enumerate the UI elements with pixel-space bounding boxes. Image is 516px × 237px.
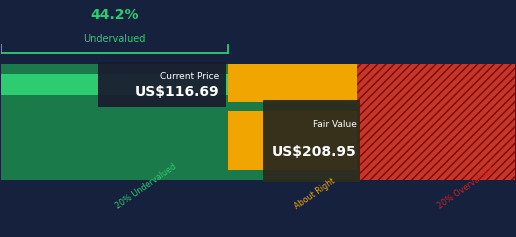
Bar xyxy=(357,64,515,180)
Text: US$208.95: US$208.95 xyxy=(272,146,357,160)
Bar xyxy=(1,102,228,180)
Text: Fair Value: Fair Value xyxy=(313,120,357,129)
Bar xyxy=(1,64,228,74)
Bar xyxy=(1,95,228,104)
Text: Current Price: Current Price xyxy=(160,72,219,81)
Text: 20% Overvalued: 20% Overvalued xyxy=(437,165,496,211)
Text: 20% Undervalued: 20% Undervalued xyxy=(115,162,179,211)
Bar xyxy=(1,102,357,111)
Text: US$116.69: US$116.69 xyxy=(135,85,219,99)
Bar xyxy=(228,64,357,180)
Text: Undervalued: Undervalued xyxy=(83,34,146,44)
Bar xyxy=(1,64,228,180)
Bar xyxy=(1,64,228,104)
Bar xyxy=(98,62,225,107)
Bar xyxy=(1,111,228,170)
Bar xyxy=(263,100,360,182)
Text: About Right: About Right xyxy=(293,176,336,211)
Bar xyxy=(1,102,228,104)
Text: 44.2%: 44.2% xyxy=(90,8,139,22)
Bar xyxy=(1,170,357,180)
